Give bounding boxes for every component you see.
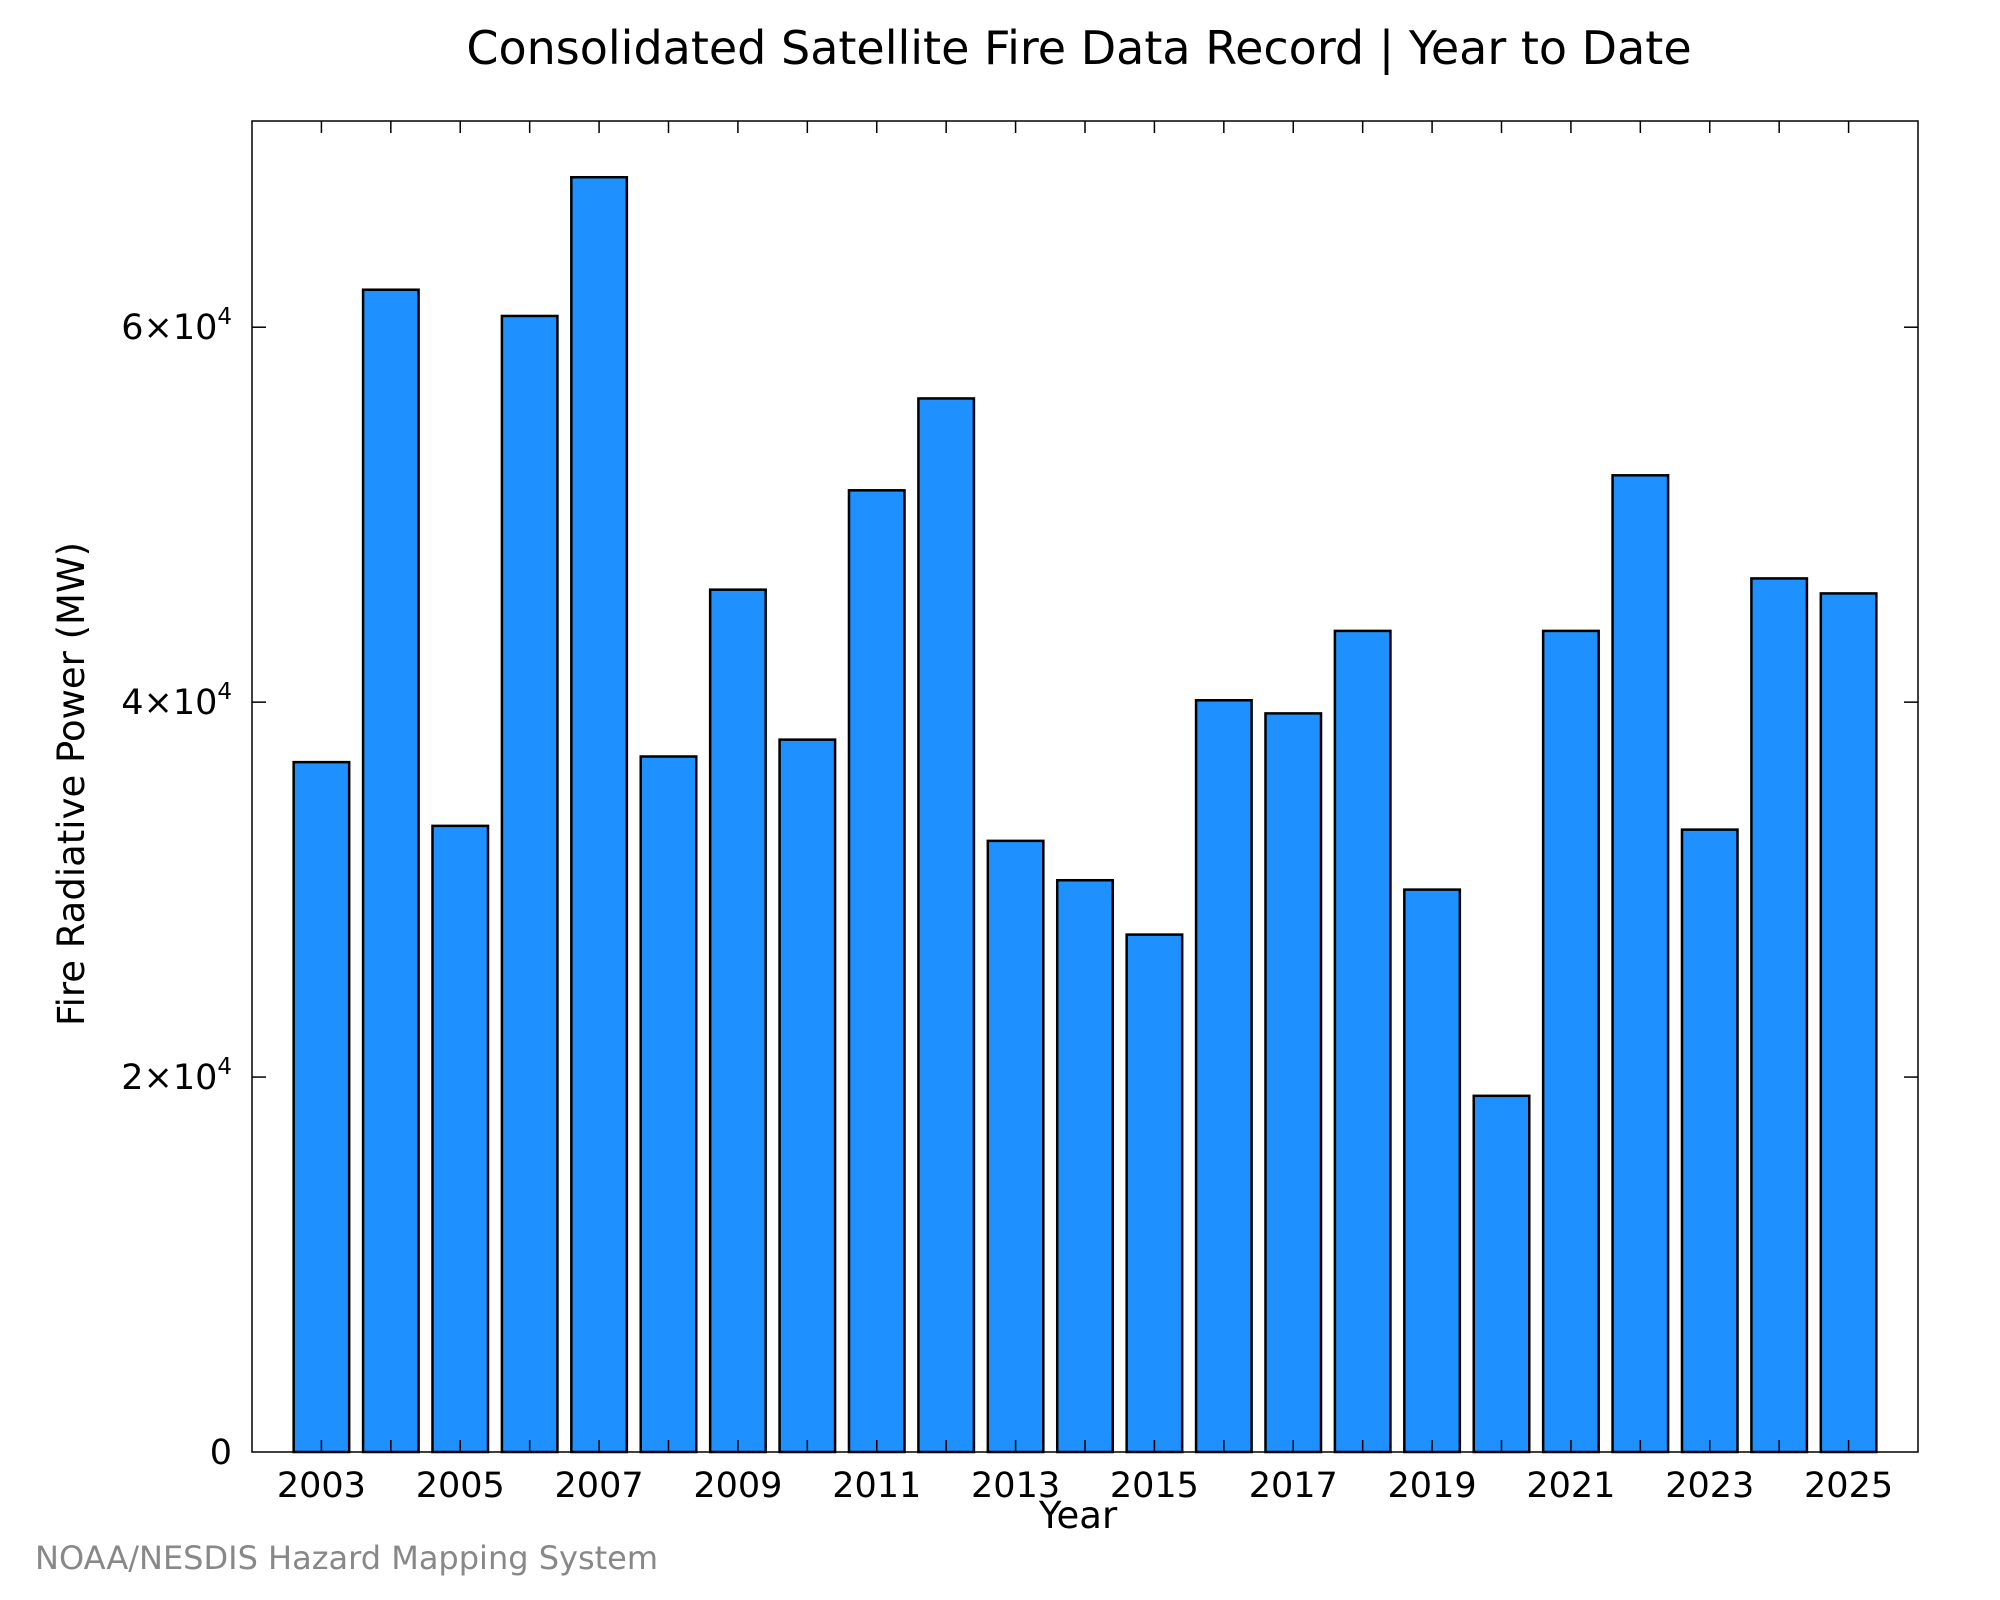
bar-2024 bbox=[1750, 577, 1809, 1454]
bar-2013 bbox=[986, 839, 1045, 1454]
y-axis-label: Fire Radiative Power (MW) bbox=[50, 542, 93, 1026]
y-tick-label-60000: 6×104 bbox=[121, 304, 232, 348]
bar-2016 bbox=[1194, 699, 1253, 1454]
x-tick-label-2005: 2005 bbox=[416, 1466, 505, 1506]
x-tick-label-2015: 2015 bbox=[1110, 1466, 1199, 1506]
bar-2006 bbox=[500, 314, 559, 1454]
bar-2005 bbox=[431, 824, 490, 1454]
x-tick-label-2013: 2013 bbox=[971, 1466, 1060, 1506]
x-tick-label-2011: 2011 bbox=[832, 1466, 921, 1506]
bars-layer bbox=[292, 175, 1878, 1454]
bar-2015 bbox=[1125, 933, 1184, 1454]
x-tick-label-2017: 2017 bbox=[1249, 1466, 1338, 1506]
x-axis-label: Year bbox=[1038, 1494, 1118, 1537]
bar-2012 bbox=[917, 397, 976, 1454]
bar-2021 bbox=[1541, 629, 1600, 1454]
bar-2011 bbox=[847, 489, 906, 1454]
x-tick-label-2003: 2003 bbox=[277, 1466, 366, 1506]
bar-2010 bbox=[778, 738, 837, 1454]
bar-2022 bbox=[1611, 474, 1670, 1454]
y-tick-label-0: 0 bbox=[210, 1433, 232, 1473]
x-tick-label-2021: 2021 bbox=[1526, 1466, 1615, 1506]
bar-2007 bbox=[570, 175, 629, 1454]
bar-2004 bbox=[361, 288, 420, 1454]
x-tick-label-2007: 2007 bbox=[555, 1466, 644, 1506]
bar-2014 bbox=[1055, 878, 1115, 1454]
x-tick-label-2023: 2023 bbox=[1665, 1466, 1754, 1506]
y-tick-label-20000: 2×104 bbox=[121, 1054, 232, 1098]
chart-title: Consolidated Satellite Fire Data Record … bbox=[466, 21, 1691, 76]
bar-2009 bbox=[708, 588, 767, 1454]
bar-2020 bbox=[1472, 1094, 1531, 1454]
credit-text: NOAA/NESDIS Hazard Mapping System bbox=[35, 1539, 658, 1577]
bar-2018 bbox=[1333, 629, 1392, 1454]
x-tick-label-2025: 2025 bbox=[1804, 1466, 1893, 1506]
y-tick-label-40000: 4×104 bbox=[121, 679, 232, 723]
ticks-layer: 2003 2005 2007 2009 2011 2013 2015 2017 2019 2021… bbox=[121, 121, 1918, 1506]
bar-2023 bbox=[1680, 828, 1739, 1454]
bar-2017 bbox=[1264, 712, 1323, 1454]
bar-2003 bbox=[292, 760, 351, 1454]
bar-2008 bbox=[639, 755, 698, 1454]
x-tick-label-2009: 2009 bbox=[693, 1466, 782, 1506]
bar-2019 bbox=[1403, 888, 1462, 1454]
x-tick-label-2019: 2019 bbox=[1388, 1466, 1477, 1506]
bar-2025 bbox=[1819, 592, 1878, 1454]
